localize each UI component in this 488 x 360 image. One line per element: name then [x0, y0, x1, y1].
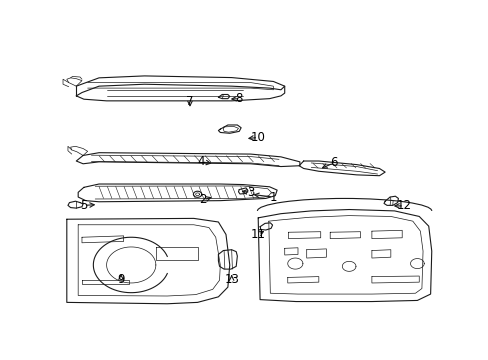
Text: 12: 12 — [396, 199, 411, 212]
Text: 13: 13 — [224, 273, 239, 286]
Text: 5: 5 — [80, 199, 87, 212]
Text: 7: 7 — [186, 95, 193, 108]
Text: 8: 8 — [235, 92, 243, 105]
Text: 4: 4 — [197, 156, 204, 168]
Text: 6: 6 — [329, 157, 337, 170]
Text: 2: 2 — [199, 193, 206, 206]
Text: 1: 1 — [269, 190, 277, 203]
Text: 11: 11 — [250, 228, 265, 241]
Text: 9: 9 — [117, 273, 124, 286]
Text: 10: 10 — [250, 131, 265, 144]
Text: 3: 3 — [246, 186, 254, 199]
